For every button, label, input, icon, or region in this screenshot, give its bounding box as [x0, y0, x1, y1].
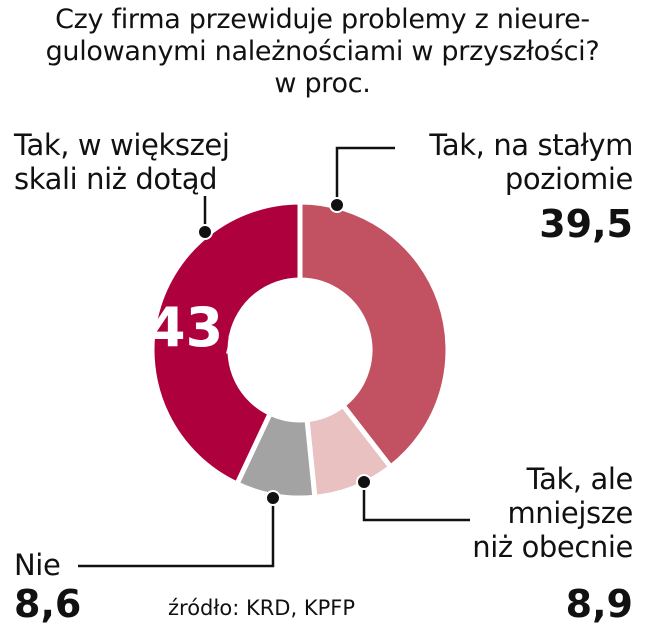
label-wiekszej: Tak, w większej skali niż dotąd	[14, 128, 230, 196]
label-line: Tak, na stałym	[429, 128, 633, 162]
label-line: poziomie	[504, 162, 634, 196]
source-note: źródło: KRD, KPFP	[168, 596, 356, 620]
leader-wiekszej-dot	[197, 224, 213, 240]
label-line: Tak, w większej	[14, 128, 230, 162]
title-line: gulowanymi należnościami w przyszłości?	[45, 36, 600, 67]
label-line: skali niż dotąd	[14, 162, 218, 196]
value-mniejsze: 8,9	[565, 582, 633, 626]
label-line: niż obecnie	[472, 530, 633, 564]
chart-title: Czy firma przewiduje problemy z nieure- …	[0, 4, 645, 100]
leader-nie	[78, 498, 275, 568]
leader-stalym-dot	[329, 197, 345, 213]
label-line: mniejsze	[507, 496, 633, 530]
leader-mniejsze-dot	[356, 474, 372, 490]
value-nie: 8,6	[14, 582, 82, 626]
leader-stalym	[335, 146, 395, 205]
label-stalym: Tak, na stałym poziomie	[429, 128, 633, 196]
slice-0	[297, 199, 451, 471]
leader-mniejsze	[362, 482, 470, 522]
title-line: w proc.	[274, 68, 371, 99]
leader-nie-dot	[265, 490, 281, 506]
value-stalym: 39,5	[539, 202, 633, 246]
label-nie: Nie	[14, 548, 61, 582]
value-wiekszej: 43,0	[148, 296, 282, 359]
slice-3	[149, 199, 303, 488]
label-line: Tak, ale	[526, 462, 634, 496]
label-mniejsze: Tak, ale mniejsze niż obecnie	[472, 462, 633, 564]
title-line: Czy firma przewiduje problemy z nieure-	[55, 4, 590, 35]
